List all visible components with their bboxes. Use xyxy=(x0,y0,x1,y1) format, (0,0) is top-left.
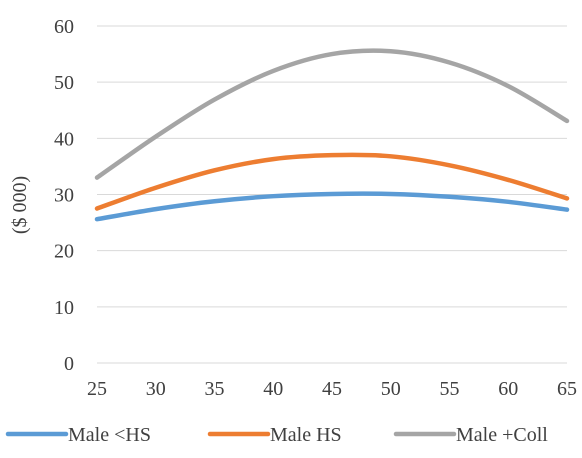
legend-label-male-hs: Male <HS xyxy=(68,424,151,446)
y-tick-label-10: 10 xyxy=(54,297,74,319)
y-tick-label-0: 0 xyxy=(64,353,74,375)
x-tick-label-55: 55 xyxy=(440,378,460,400)
x-tick-label-40: 40 xyxy=(263,378,283,400)
x-tick-label-35: 35 xyxy=(205,378,225,400)
x-tick-label-25: 25 xyxy=(87,378,107,400)
legend: Male <HS Male HS Male +Coll xyxy=(5,424,548,446)
x-tick-label-60: 60 xyxy=(498,378,518,400)
series-line-male-coll xyxy=(94,48,570,180)
y-axis-tick-labels: 0 10 20 30 40 50 60 xyxy=(54,16,74,375)
x-tick-label-65: 65 xyxy=(557,378,577,400)
y-tick-label-20: 20 xyxy=(54,241,74,263)
x-tick-label-45: 45 xyxy=(322,378,342,400)
y-tick-label-40: 40 xyxy=(54,128,74,150)
series-lines xyxy=(94,48,570,222)
series-line-male-hs xyxy=(94,191,570,222)
legend-label-male-hs: Male HS xyxy=(270,424,342,446)
x-tick-label-30: 30 xyxy=(146,378,166,400)
x-tick-label-50: 50 xyxy=(381,378,401,400)
y-tick-label-60: 60 xyxy=(54,16,74,38)
y-axis-title: ($ 000) xyxy=(9,176,31,234)
series-line-male-hs xyxy=(94,152,570,211)
legend-label-male-coll: Male +Coll xyxy=(456,424,548,446)
y-tick-label-30: 30 xyxy=(54,185,74,207)
y-tick-label-50: 50 xyxy=(54,72,74,94)
gridlines xyxy=(97,25,567,364)
x-axis-tick-labels: 25 30 35 40 45 50 55 60 65 xyxy=(87,378,577,400)
